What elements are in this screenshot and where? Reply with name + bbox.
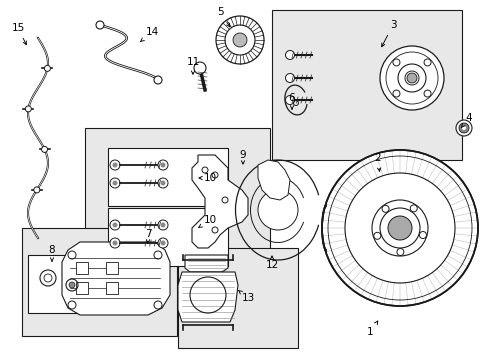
Polygon shape [192,155,247,248]
Circle shape [112,222,117,228]
Text: 10: 10 [198,215,216,228]
Circle shape [112,240,117,246]
Circle shape [258,190,297,230]
Circle shape [25,106,31,112]
Circle shape [224,25,254,55]
Circle shape [96,21,104,29]
Bar [106,262,118,274]
Circle shape [110,178,120,188]
Polygon shape [258,160,289,200]
Circle shape [461,126,465,130]
Text: 8: 8 [49,245,55,261]
Circle shape [160,162,165,167]
Circle shape [392,59,399,66]
Circle shape [458,123,468,133]
Text: 13: 13 [238,291,254,303]
Circle shape [387,216,411,240]
Circle shape [69,282,75,288]
Circle shape [371,200,427,256]
Text: 10: 10 [199,173,216,183]
Circle shape [158,238,168,248]
Circle shape [158,178,168,188]
Text: 11: 11 [186,57,199,74]
Circle shape [44,66,50,71]
Circle shape [160,222,165,228]
Circle shape [419,231,426,239]
Circle shape [409,205,416,212]
Circle shape [285,50,294,59]
Circle shape [160,240,165,246]
Circle shape [392,90,399,97]
Circle shape [423,90,430,97]
Circle shape [194,62,205,74]
Text: 7: 7 [144,229,151,243]
Text: 9: 9 [239,150,246,164]
Polygon shape [62,242,170,315]
Circle shape [406,73,416,83]
Text: 15: 15 [11,23,26,45]
Circle shape [160,180,165,185]
Text: 6: 6 [288,93,295,109]
Text: 2: 2 [374,153,381,171]
Polygon shape [184,255,227,272]
Bar [28,255,100,313]
Circle shape [404,71,418,85]
Circle shape [379,208,419,248]
Text: 14: 14 [140,27,158,42]
Bar [85,128,269,268]
Circle shape [110,238,120,248]
Text: 5: 5 [216,7,229,27]
Bar [22,228,177,336]
Text: 4: 4 [460,113,471,128]
Circle shape [373,232,380,239]
Circle shape [154,76,162,84]
Circle shape [112,180,117,185]
Bar [76,262,88,274]
Bar [76,282,88,294]
Circle shape [34,187,40,193]
Bar [271,10,461,160]
Circle shape [41,147,47,152]
Bar [108,148,227,206]
Circle shape [423,59,430,66]
Circle shape [285,95,294,104]
Circle shape [112,162,117,167]
Text: 12: 12 [265,256,278,270]
Text: 1: 1 [366,321,377,337]
Circle shape [381,205,388,212]
Circle shape [379,46,443,110]
Circle shape [110,160,120,170]
Circle shape [396,248,403,256]
Circle shape [455,120,471,136]
Circle shape [158,220,168,230]
Circle shape [321,150,477,306]
Text: 3: 3 [381,20,395,47]
Circle shape [232,33,246,47]
Polygon shape [178,272,238,322]
Bar [178,248,297,348]
Circle shape [285,73,294,82]
Circle shape [216,16,264,64]
Circle shape [110,220,120,230]
Bar [108,208,227,266]
Bar [106,282,118,294]
Circle shape [158,160,168,170]
